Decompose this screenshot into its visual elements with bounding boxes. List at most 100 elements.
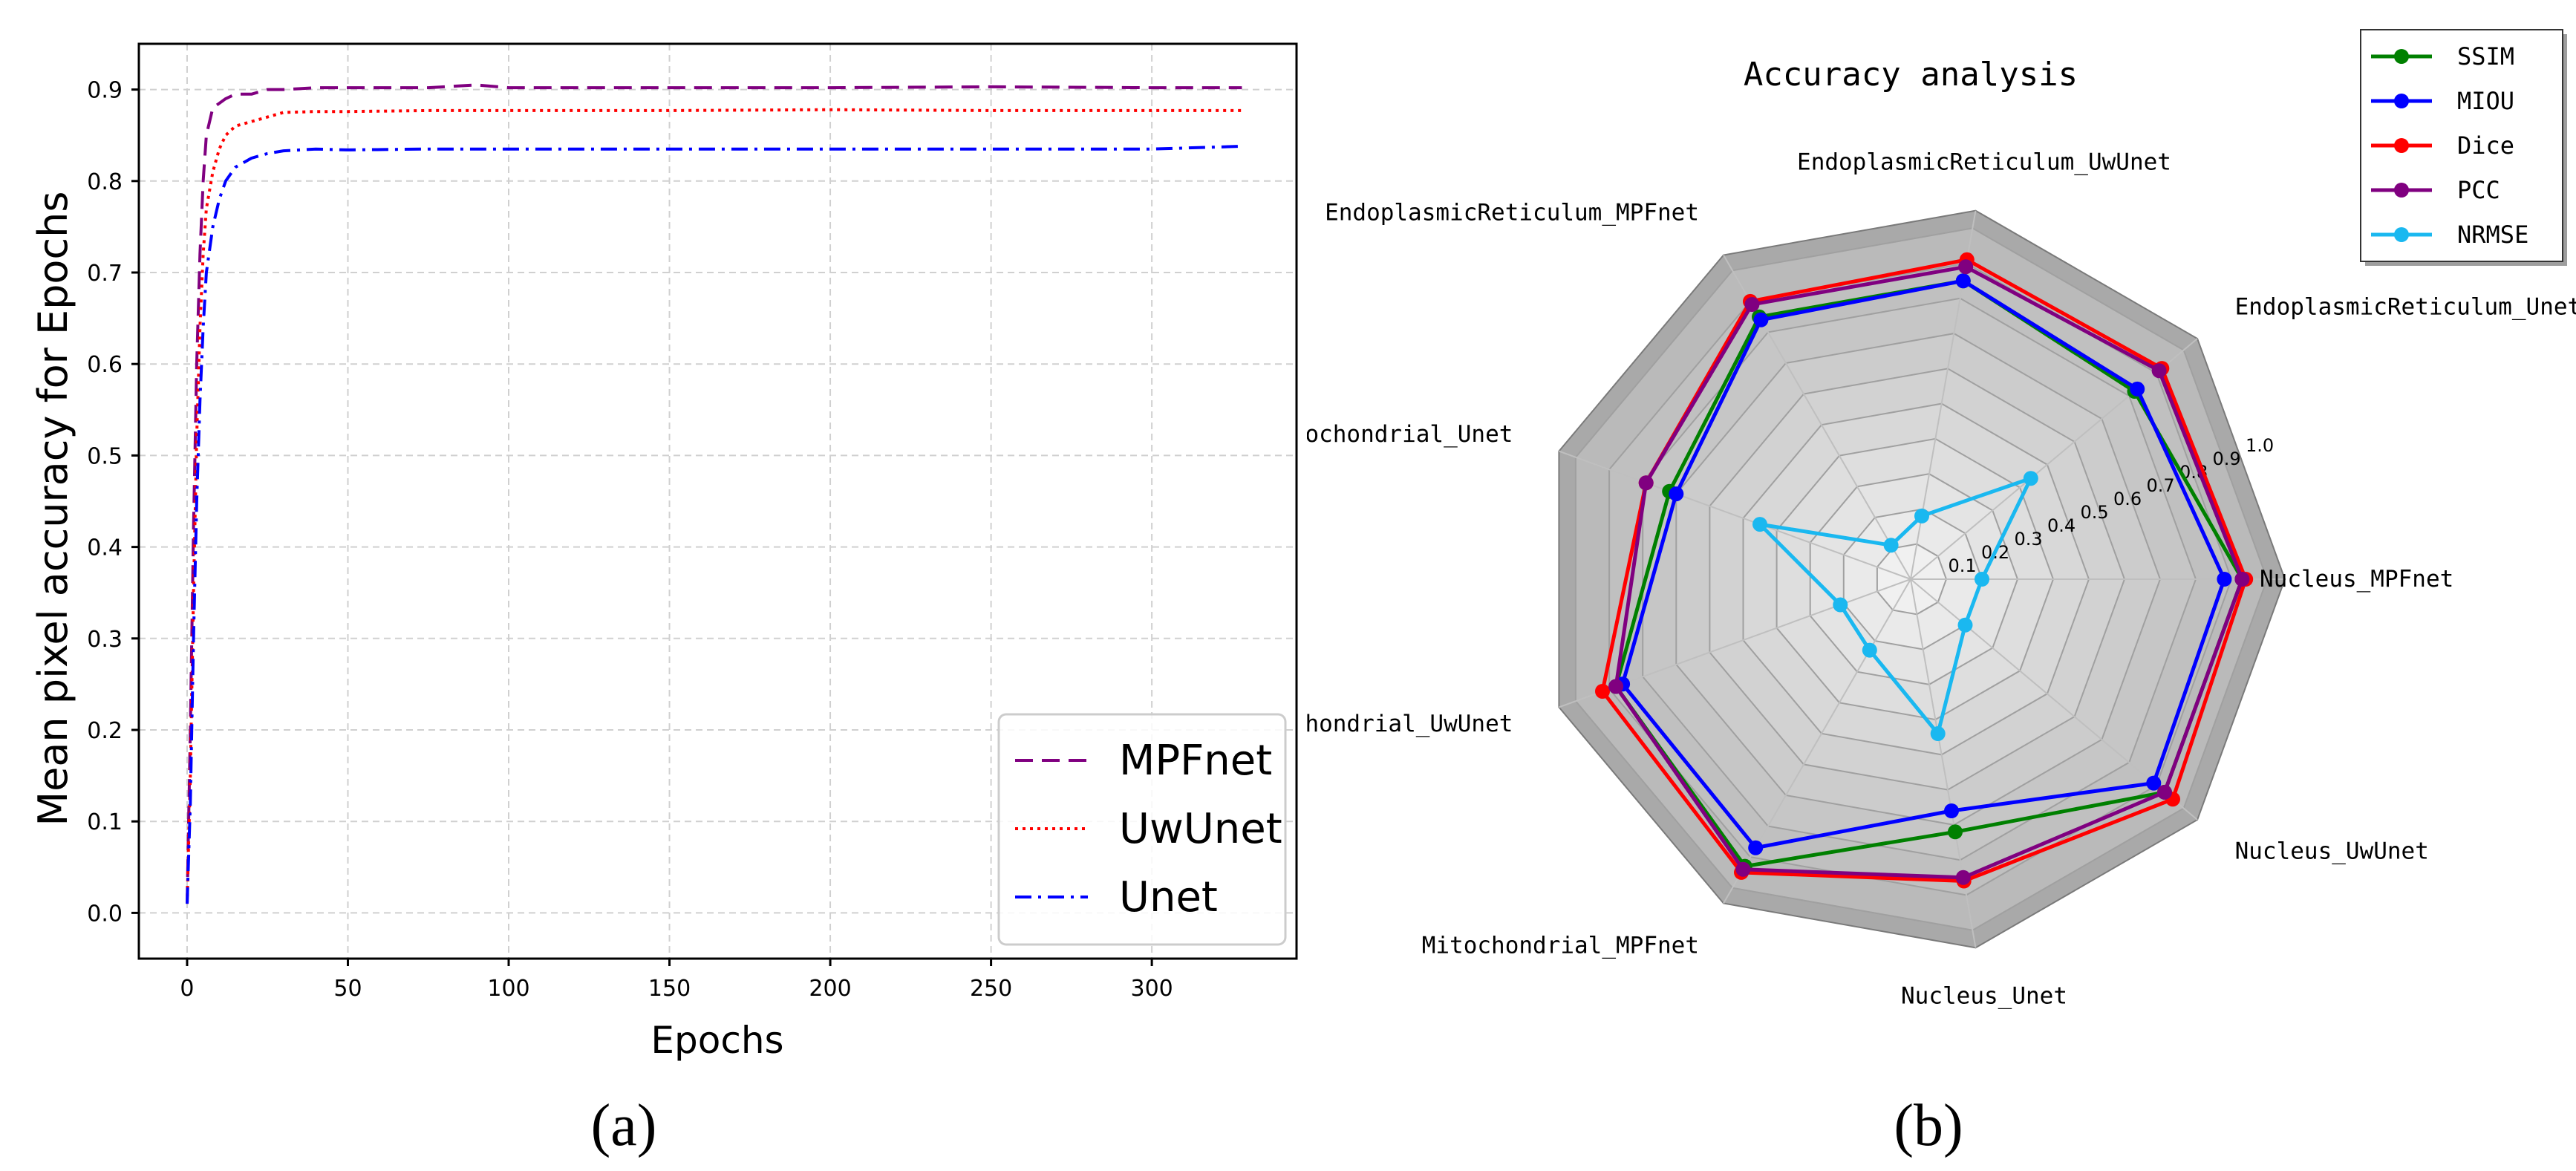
radar-point [1975, 572, 1989, 587]
radar-point [1958, 259, 1974, 275]
x-tick-label: 0 [180, 976, 194, 1002]
category-label: Nucleus_MPFnet [2260, 566, 2453, 593]
legend-marker [2394, 227, 2409, 242]
legend-label: Unet [1119, 873, 1218, 922]
panel-label-b: (b) [1894, 1093, 1963, 1158]
panel-label-a: (a) [591, 1093, 657, 1158]
radar-point [1948, 824, 1963, 840]
radial-tick-label: 0.4 [2047, 515, 2076, 536]
radar-series-line [1614, 264, 2245, 880]
category-label: EndoplasmicReticulum_UwUnet [1797, 149, 2171, 176]
radar-series-line [1754, 474, 2035, 738]
radar-series-line [1600, 258, 2248, 884]
y-tick-label: 0.8 [87, 169, 123, 195]
category-label: Mitochondrial_Unet [1307, 421, 1513, 448]
radar-series-pcc [1608, 259, 2250, 885]
legend-label: MPFnet [1119, 737, 1272, 785]
category-label: Nucleus_UwUnet [2235, 838, 2429, 864]
radar-point [1883, 538, 1899, 553]
radar-point [1862, 642, 1877, 658]
y-tick-label: 0.2 [87, 718, 123, 744]
legend-label: SSIM [2457, 42, 2514, 71]
radial-tick-label: 0.6 [2113, 489, 2142, 509]
radar-point [1957, 617, 1973, 633]
category-label: EndoplasmicReticulum_MPFnet [1325, 199, 1699, 226]
radar-point [1748, 840, 1764, 855]
legend-marker [2394, 49, 2409, 64]
radar-point [1752, 517, 1767, 532]
y-tick-label: 0.6 [87, 352, 123, 378]
radar-point [1735, 861, 1751, 877]
x-tick-label: 50 [333, 976, 362, 1002]
category-label: Nucleus_Unet [1901, 982, 2067, 1009]
y-tick-label: 0.7 [87, 261, 123, 287]
legend: SSIM MIOU Dice PCC NRMSE [2360, 29, 2567, 266]
x-axis-label: Epochs [650, 1019, 783, 1062]
y-axis-ticks: 0.0 0.1 0.2 0.3 0.4 0.5 0.6 0.7 0.8 0.9 [87, 78, 139, 927]
radar-point [1833, 597, 1848, 613]
radar-point [2130, 381, 2145, 397]
radar-point [1930, 726, 1946, 741]
radar-point [2217, 572, 2232, 587]
y-tick-label: 0.1 [87, 809, 123, 835]
radar-spoke [1910, 338, 2198, 580]
radar-point [1753, 312, 1769, 327]
radar-series [1595, 252, 2254, 889]
legend-marker [2394, 138, 2409, 153]
category-label: Mitochondrial_MPFnet [1422, 933, 1699, 959]
x-tick-label: 250 [970, 976, 1012, 1002]
legend-label: NRMSE [2457, 221, 2528, 249]
radar-point [1955, 273, 1971, 289]
radar-point [2157, 784, 2172, 800]
line-chart-panel-a: 0.0 0.1 0.2 0.3 0.4 0.5 0.6 0.7 0.8 0.9 0 50 100 150… [30, 42, 1298, 1158]
legend-label: UwUnet [1119, 805, 1282, 853]
radar-point [1608, 679, 1624, 694]
radar-point [1669, 486, 1684, 502]
radar-point [2234, 572, 2250, 587]
radar-series-nrmse [1752, 471, 2038, 741]
legend-label: MIOU [2457, 87, 2514, 115]
radial-tick-label: 0.7 [2147, 475, 2175, 496]
radar-point [1914, 508, 1929, 523]
x-tick-label: 200 [809, 976, 851, 1002]
category-label: EndoplasmicReticulum_Unet [2235, 294, 2576, 321]
y-tick-label: 0.0 [87, 901, 123, 927]
y-tick-label: 0.9 [87, 78, 123, 104]
radial-tick-label: 0.1 [1949, 555, 1977, 576]
y-tick-label: 0.5 [87, 443, 123, 469]
radial-tick-label: 0.3 [2015, 529, 2043, 549]
legend-label: Dice [2457, 131, 2514, 160]
series-line-unet [186, 145, 1242, 904]
radar-point [2151, 363, 2167, 379]
radar-point [1595, 684, 1610, 699]
radar-spoke [1559, 450, 1911, 580]
radar-point [2146, 775, 2162, 791]
radar-chart-panel-b: 0.10.20.30.40.50.60.70.80.91.0 Nucleus_M… [1307, 29, 2576, 1158]
plot-frame [137, 42, 1298, 960]
radar-point [1744, 297, 1760, 312]
chart-title: Accuracy analysis [1744, 56, 2078, 94]
grid-lines [139, 44, 1297, 959]
category-label: Mitochondrial_UwUnet [1307, 711, 1513, 737]
legend: MPFnet UwUnet Unet [997, 713, 1287, 946]
legend-label: PCC [2457, 176, 2500, 204]
radial-tick-label: 0.5 [2081, 502, 2109, 523]
y-tick-label: 0.3 [87, 627, 123, 653]
legend-box [2360, 29, 2563, 262]
radial-tick-label: 1.0 [2246, 435, 2274, 456]
radar-point [1638, 475, 1654, 491]
series-line-mpfnet [186, 83, 1242, 904]
radar-point [1944, 803, 1959, 818]
y-tick-label: 0.4 [87, 535, 123, 561]
x-axis-ticks: 0 50 100 150 200 250 300 [180, 959, 1173, 1002]
series-lines [186, 83, 1242, 904]
legend-box [997, 713, 1287, 946]
x-tick-label: 150 [648, 976, 691, 1002]
radar-point [2023, 471, 2038, 486]
category-labels: Nucleus_MPFnet EndoplasmicReticulum_Unet E… [1307, 149, 2576, 1010]
legend-marker [2394, 183, 2409, 198]
legend-marker [2394, 94, 2409, 108]
radial-tick-label: 0.9 [2213, 448, 2241, 469]
y-axis-label: Mean pixel accuracy for Epochs [30, 192, 76, 826]
radar-series-line [1620, 278, 2227, 850]
